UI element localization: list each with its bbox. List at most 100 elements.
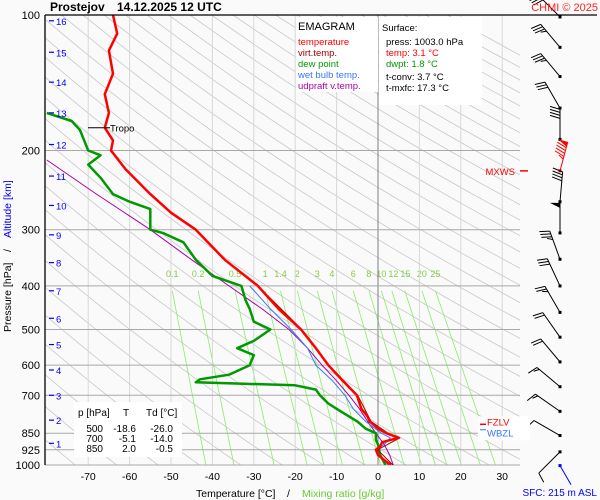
y-tick-label: 400	[22, 281, 40, 293]
station-name: Prostejov	[50, 0, 105, 14]
svg-text:-0.5: -0.5	[156, 444, 174, 455]
mixing-ratio-line	[280, 290, 325, 465]
wind-barb	[526, 393, 562, 413]
mixing-ratio-line	[234, 290, 275, 465]
mixing-ratio-label: 25	[430, 269, 440, 279]
mixing-ratio-label: 1.4	[274, 269, 287, 279]
altitude-tick-label: 6	[56, 314, 61, 325]
wind-barb-feather	[531, 0, 538, 4]
y-tick-label: 700	[22, 390, 40, 402]
y-tick-label: 925	[22, 445, 40, 457]
series-udpraft-v-temp	[46, 159, 394, 465]
wind-barb-feather	[538, 472, 545, 483]
surface-tconv: t-conv: 3.7 °C	[386, 72, 444, 83]
y-tick-label: 300	[22, 225, 40, 237]
wind-barb-staff	[535, 393, 561, 412]
wind-barb-feather	[540, 233, 551, 236]
wind-barb-feather	[534, 28, 545, 34]
dry-adiabat	[104, 15, 520, 286]
wet-bulb-zero-label: WBZL	[487, 428, 513, 439]
x-tick-label: 10	[414, 471, 426, 483]
y-axis-title: Pressure [hPa]	[2, 262, 14, 332]
wind-barb-staff	[544, 286, 561, 313]
axes: -70 -60 -50 -40 -30 -20 -10 0 10 20 30 100 200 300 400…	[16, 10, 597, 483]
wind-barb-feather	[530, 338, 541, 344]
wind-barb-feather	[554, 150, 565, 157]
table-header-p: p [hPa]	[78, 408, 110, 419]
wind-barb	[549, 105, 562, 141]
wind-barb-staff	[542, 312, 561, 338]
surface-press: press: 1003.0 hPa	[386, 37, 464, 48]
copyright: CHMI © 2025	[531, 2, 598, 14]
wind-barb-feather	[530, 23, 541, 29]
wind-barb-feather	[552, 170, 563, 176]
max-wind-label: MXWS	[485, 167, 515, 178]
x-tick-label: -30	[246, 471, 261, 483]
wind-barb-feather	[536, 288, 547, 292]
wind-barb-staff	[546, 258, 561, 287]
table-header-td: Td [°C]	[146, 408, 177, 419]
table-row: 850 2.0 -0.5	[86, 444, 173, 455]
svg-text:-18.6: -18.6	[113, 424, 136, 435]
wind-barb-feather	[558, 154, 564, 160]
surface-title: Surface:	[382, 23, 417, 34]
svg-text:-26.0: -26.0	[150, 424, 173, 435]
mixing-ratio-label: 8	[366, 269, 371, 279]
x-axis-sep: /	[287, 488, 290, 500]
legend-temperature: temperature	[298, 37, 349, 48]
y-tick-label: 200	[22, 145, 40, 157]
wind-barb-staff	[540, 24, 561, 48]
table-row: 500 -18.6 -26.0	[86, 424, 173, 435]
x-tick-label: 30	[496, 471, 508, 483]
wind-barb-staff	[542, 0, 561, 18]
mixing-ratio-label: 20	[417, 269, 427, 279]
altitude-tick-label: 8	[56, 259, 61, 270]
dry-adiabat	[82, 15, 520, 303]
wind-barb-feather	[533, 0, 544, 6]
wind-barb-feather	[538, 260, 549, 264]
wind-barb	[530, 53, 562, 79]
levels-table: p [hPa] T Td [°C] 500 -18.6 -26.0 700 -5…	[74, 402, 182, 457]
wind-barb-staff	[549, 230, 561, 260]
mixing-ratio-label: 15	[400, 269, 410, 279]
svg-text:-14.0: -14.0	[150, 434, 173, 445]
wind-barb-feather	[539, 263, 550, 267]
x-tick-label: -40	[205, 471, 220, 483]
legend-dew-point: dew point	[298, 59, 339, 70]
mixing-ratio-label: 6	[351, 269, 356, 279]
dry-adiabat	[45, 117, 520, 439]
x-tick-label: -20	[288, 471, 303, 483]
wind-barb-feather	[536, 258, 548, 261]
mixing-ratio-line	[296, 290, 343, 465]
wind-barb-feather	[532, 26, 543, 32]
table-header-t: T	[123, 408, 129, 419]
svg-text:-5.1: -5.1	[119, 434, 137, 445]
wind-barb	[526, 420, 562, 438]
altitude-tick-label: 16	[56, 17, 67, 28]
wind-barb-feather	[534, 57, 545, 63]
y-tick-label: 1000	[16, 460, 40, 472]
surface-tmxfc: t-mxfc: 17.3 °C	[386, 83, 449, 94]
wind-barb	[534, 81, 562, 110]
legend-virt-temp: virt.temp.	[298, 48, 337, 59]
altitude-tick-label: 4	[56, 366, 61, 377]
wind-barb-feather	[532, 340, 543, 346]
wind-barb	[551, 167, 564, 204]
wind-barb	[554, 139, 569, 173]
mixing-ratio-line	[421, 290, 481, 465]
wind-barb	[528, 367, 562, 389]
profiles	[46, 15, 401, 465]
dry-adiabat	[146, 15, 520, 253]
svg-text:700: 700	[86, 434, 103, 445]
grid	[45, 15, 520, 466]
svg-text:2.0: 2.0	[122, 444, 136, 455]
mixing-ratio-label: 4	[329, 269, 334, 279]
series-virt-temp	[257, 285, 401, 465]
wind-barb-staff	[533, 420, 561, 436]
altitude-tick-label: 12	[56, 141, 67, 152]
legend-title: EMAGRAM	[298, 21, 355, 33]
altitude-tick-label: 14	[56, 78, 67, 89]
wind-barb-feather	[551, 176, 563, 182]
wind-barb-feather	[537, 86, 549, 91]
wind-barb-feather	[541, 236, 552, 238]
